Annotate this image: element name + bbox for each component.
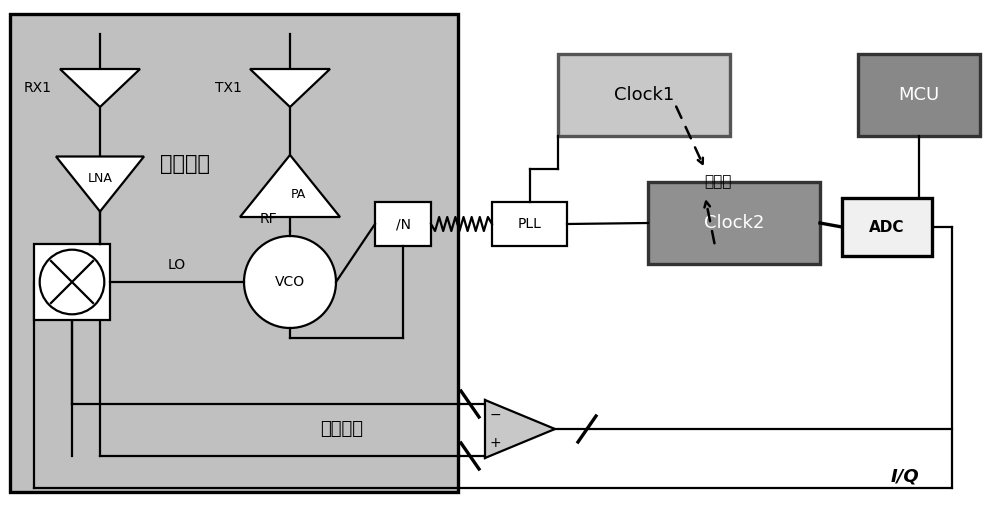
FancyBboxPatch shape: [858, 54, 980, 136]
Circle shape: [244, 236, 336, 328]
FancyBboxPatch shape: [10, 14, 458, 492]
FancyBboxPatch shape: [492, 202, 567, 246]
Text: LO: LO: [168, 258, 186, 272]
Circle shape: [40, 250, 104, 314]
Text: TX1: TX1: [215, 81, 242, 95]
Text: +: +: [489, 436, 501, 450]
Polygon shape: [56, 157, 144, 212]
FancyBboxPatch shape: [842, 198, 932, 256]
Text: −: −: [489, 408, 501, 422]
FancyBboxPatch shape: [648, 182, 820, 264]
FancyBboxPatch shape: [375, 202, 431, 246]
Text: 不同步: 不同步: [704, 174, 732, 190]
FancyBboxPatch shape: [558, 54, 730, 136]
Polygon shape: [60, 69, 140, 107]
Text: PLL: PLL: [518, 217, 541, 231]
Text: VCO: VCO: [275, 275, 305, 289]
Text: LNA: LNA: [88, 171, 112, 184]
FancyBboxPatch shape: [34, 244, 110, 320]
Text: Clock2: Clock2: [704, 214, 764, 232]
Polygon shape: [250, 69, 330, 107]
Text: PA: PA: [290, 188, 306, 201]
Text: RX1: RX1: [24, 81, 52, 95]
Polygon shape: [485, 400, 555, 458]
Text: RF: RF: [260, 212, 278, 226]
Text: I/Q: I/Q: [891, 467, 919, 485]
Text: 雷达模块: 雷达模块: [160, 154, 210, 174]
Text: MCU: MCU: [898, 86, 940, 104]
Text: ADC: ADC: [869, 220, 905, 235]
Polygon shape: [240, 155, 340, 217]
Text: 中频放大: 中频放大: [320, 420, 364, 438]
Text: /N: /N: [396, 217, 411, 231]
Text: Clock1: Clock1: [614, 86, 674, 104]
